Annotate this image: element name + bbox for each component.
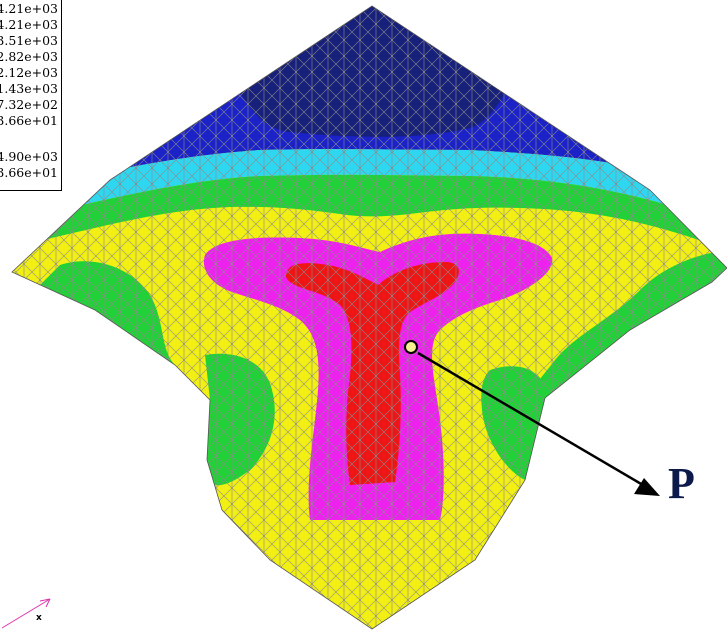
legend-level-8: 3.66e+01 <box>0 113 58 128</box>
legend-level-3: 3.51e+03 <box>0 33 58 48</box>
legend-level-7: 7.32e+02 <box>0 97 58 112</box>
point-p-label: P <box>668 459 695 508</box>
legend-min: 3.66e+01 <box>0 165 58 180</box>
shape-outline <box>11 5 727 630</box>
point-arrow-line <box>417 351 649 490</box>
contour-legend: 4.21e+03 4.21e+03 3.51e+03 2.82e+03 2.12… <box>0 0 62 191</box>
legend-max: 4.90e+03 <box>0 149 58 164</box>
point-marker <box>404 340 418 354</box>
legend-level-4: 2.82e+03 <box>0 49 58 64</box>
legend-level-6: 1.43e+03 <box>0 81 58 96</box>
legend-level-1: 4.21e+03 <box>0 1 58 16</box>
axis-x-label: x <box>36 613 42 623</box>
legend-level-2: 4.21e+03 <box>0 17 58 32</box>
axis-triad-arrowhead <box>39 598 51 608</box>
point-arrow-head <box>634 478 660 496</box>
axis-triad-line <box>1 598 51 629</box>
legend-level-5: 2.12e+03 <box>0 65 58 80</box>
